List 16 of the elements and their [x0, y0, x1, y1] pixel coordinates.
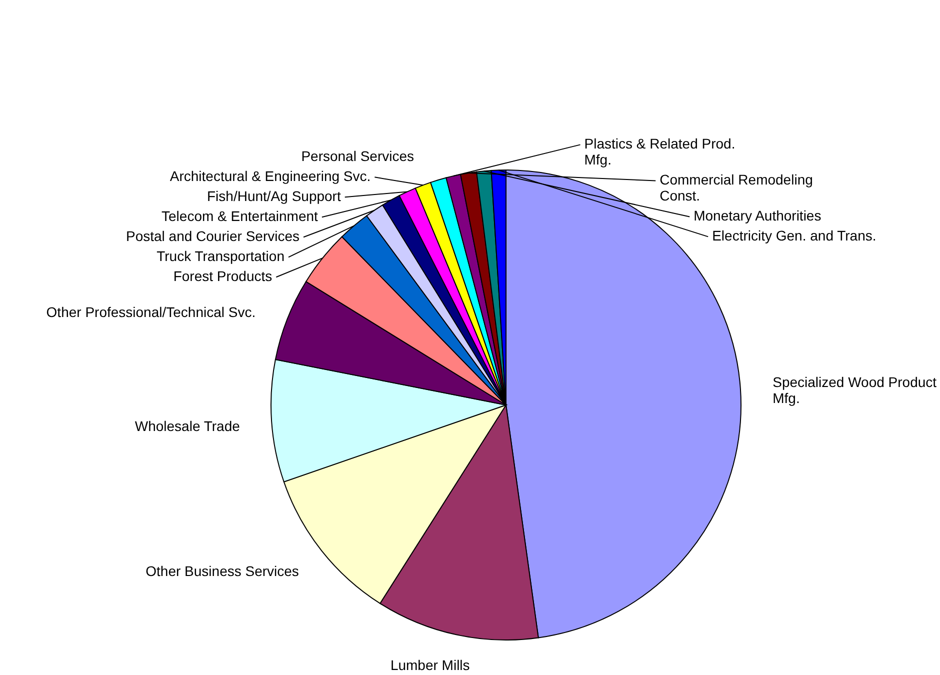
slice-label: Electricity Gen. and Trans.: [712, 228, 876, 244]
slice-label: Fish/Hunt/Ag Support: [207, 188, 341, 204]
slice-label: Personal Services: [301, 148, 414, 164]
slice-label: Forest Products: [173, 268, 272, 284]
slice-label: Wholesale Trade: [134, 418, 240, 434]
slice-label: Other Business Services: [146, 563, 299, 580]
slice-label: Plastics & Related Prod. Mfg.: [584, 136, 736, 168]
slice-label: Postal and Courier Services: [126, 228, 300, 244]
slice-label: Telecom & Entertainment: [162, 208, 318, 224]
slice-label: Architectural & Engineering Svc.: [170, 168, 371, 184]
slice-label: Specialized Wood Product Mfg.: [772, 374, 937, 406]
slice-label: Commercial Remodeling Const.: [660, 172, 813, 204]
slice-label: Lumber Mills: [390, 657, 470, 674]
slice-label: Truck Transportation: [156, 248, 284, 264]
slice-label: Other Professional/Technical Svc.: [46, 304, 256, 320]
slice-label: Monetary Authorities: [694, 208, 822, 224]
